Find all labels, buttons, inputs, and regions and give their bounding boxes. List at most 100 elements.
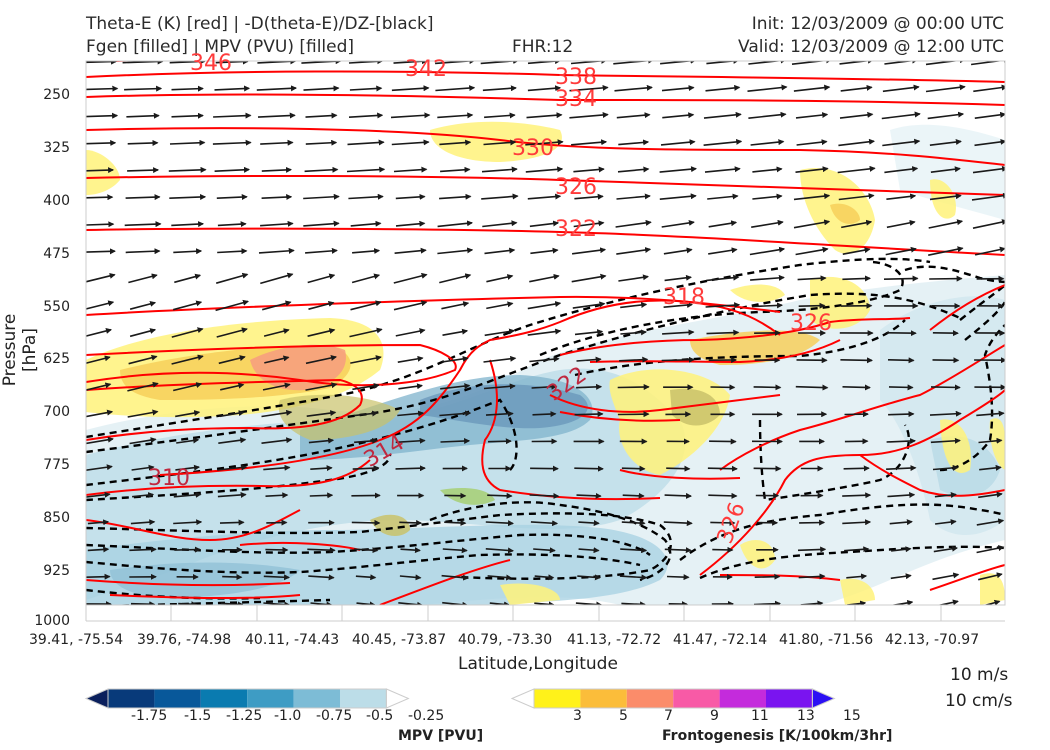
x-tick-marks xyxy=(85,605,942,621)
wind-vector xyxy=(258,247,295,254)
wind-vector xyxy=(214,166,250,173)
wind-vector xyxy=(571,139,608,146)
wind-vector xyxy=(844,546,870,553)
wind-vector xyxy=(305,112,338,119)
wind-vector xyxy=(529,492,560,499)
wind-vector xyxy=(219,519,245,526)
wind-vector xyxy=(122,61,164,65)
wind-vector xyxy=(487,492,513,499)
wind-vector xyxy=(574,465,604,472)
wind-vector xyxy=(574,411,604,418)
wind-vector xyxy=(887,492,916,499)
wind-vector xyxy=(753,600,781,605)
wind-vector xyxy=(441,355,469,363)
mpv-tick-4: -0.75 xyxy=(316,708,353,724)
wind-vector xyxy=(395,220,426,227)
wind-vector xyxy=(842,519,872,526)
wind-vector xyxy=(306,410,337,417)
wind-vector xyxy=(888,411,915,418)
wind-vector xyxy=(127,381,159,392)
wind-vector xyxy=(86,112,119,119)
mpv-segment-1 xyxy=(108,689,155,708)
wind-vector xyxy=(884,166,919,174)
valid-time: Valid: 12/03/2009 @ 12:00 UTC xyxy=(738,37,1004,57)
wind-vector xyxy=(838,138,875,147)
x-tick-6: 41.47, -72.14 xyxy=(673,632,768,648)
theta-e-label-322: 322 xyxy=(555,217,597,242)
fgen-tick-1: 5 xyxy=(619,708,628,724)
wind-vector xyxy=(487,574,513,581)
wind-vector xyxy=(261,409,293,418)
wind-vector xyxy=(353,547,379,554)
wind-vector xyxy=(257,112,296,119)
wind-vector xyxy=(618,139,650,146)
fgen-segment-1 xyxy=(534,689,581,708)
wind-vector xyxy=(484,328,516,337)
theta-e-label-330: 330 xyxy=(512,136,554,161)
wind-vector xyxy=(795,384,829,391)
wind-vector xyxy=(171,85,204,92)
wind-vector xyxy=(348,112,384,119)
wind-vector xyxy=(86,300,115,310)
wind-vector xyxy=(171,354,204,365)
wind-vector xyxy=(930,384,961,391)
wind-vector xyxy=(128,273,158,284)
wind-vector xyxy=(395,465,426,472)
wind-vector xyxy=(129,300,157,310)
wind-vector xyxy=(435,85,476,92)
wind-vector xyxy=(349,327,383,338)
wind-vector xyxy=(391,139,430,146)
wind-vector xyxy=(128,354,158,365)
fgen-tick-2: 7 xyxy=(664,708,673,724)
wind-vector xyxy=(261,166,292,173)
wind-vector xyxy=(132,492,155,499)
wind-vector xyxy=(793,193,831,201)
wind-vector xyxy=(303,193,340,200)
y-tick-925: 925 xyxy=(43,563,70,579)
wind-vector xyxy=(169,139,206,146)
wind-vector xyxy=(974,246,1005,256)
wind-vector xyxy=(260,220,294,227)
mpv-segment-6 xyxy=(340,689,387,708)
chart-title-line1: Theta-E (K) [red] | -D(theta-E)/DZ-[blac… xyxy=(86,14,434,34)
fgen-colorbar-label: Frontogenesis [K/100km/3hr] xyxy=(662,728,893,744)
wind-vector xyxy=(350,300,382,311)
wind-vector xyxy=(265,492,289,499)
wind-vector xyxy=(748,61,787,65)
wind-vector xyxy=(174,546,201,553)
x-axis-label: Latitude,Longitude xyxy=(458,654,618,674)
wind-vector xyxy=(87,546,110,553)
wind-vector xyxy=(127,139,159,146)
wind-vector xyxy=(929,193,962,201)
wind-vector xyxy=(978,572,1003,581)
wind-vector xyxy=(752,166,783,173)
wind-vector xyxy=(664,547,692,554)
fgen-extend-high xyxy=(811,688,836,709)
wind-vector xyxy=(754,573,781,580)
wind-vector xyxy=(86,409,114,418)
wind-vector xyxy=(168,166,207,173)
wind-vector xyxy=(983,599,1001,605)
wind-vector xyxy=(533,547,556,554)
wind-vector xyxy=(976,518,1005,526)
wind-vector xyxy=(751,302,783,309)
wind-vector xyxy=(660,61,697,65)
wind-vector xyxy=(86,436,114,445)
fgen-segment-2 xyxy=(580,689,627,708)
wind-vector xyxy=(483,139,517,146)
fgen-segment-5 xyxy=(719,689,766,708)
wind-vector xyxy=(615,219,652,228)
wind-vector xyxy=(130,601,156,605)
wind-vector xyxy=(534,574,555,581)
wind-vector xyxy=(212,139,252,146)
wind-vector xyxy=(308,300,335,310)
wind-vector xyxy=(439,139,472,146)
wind-vector xyxy=(972,219,1005,229)
y-tick-325: 325 xyxy=(43,140,70,156)
wind-vector xyxy=(394,247,427,254)
wind-vector xyxy=(484,112,516,119)
wind-vector xyxy=(483,355,517,363)
wind-vector xyxy=(795,166,829,173)
wind-vector xyxy=(127,409,159,418)
wind-vector xyxy=(888,384,914,391)
